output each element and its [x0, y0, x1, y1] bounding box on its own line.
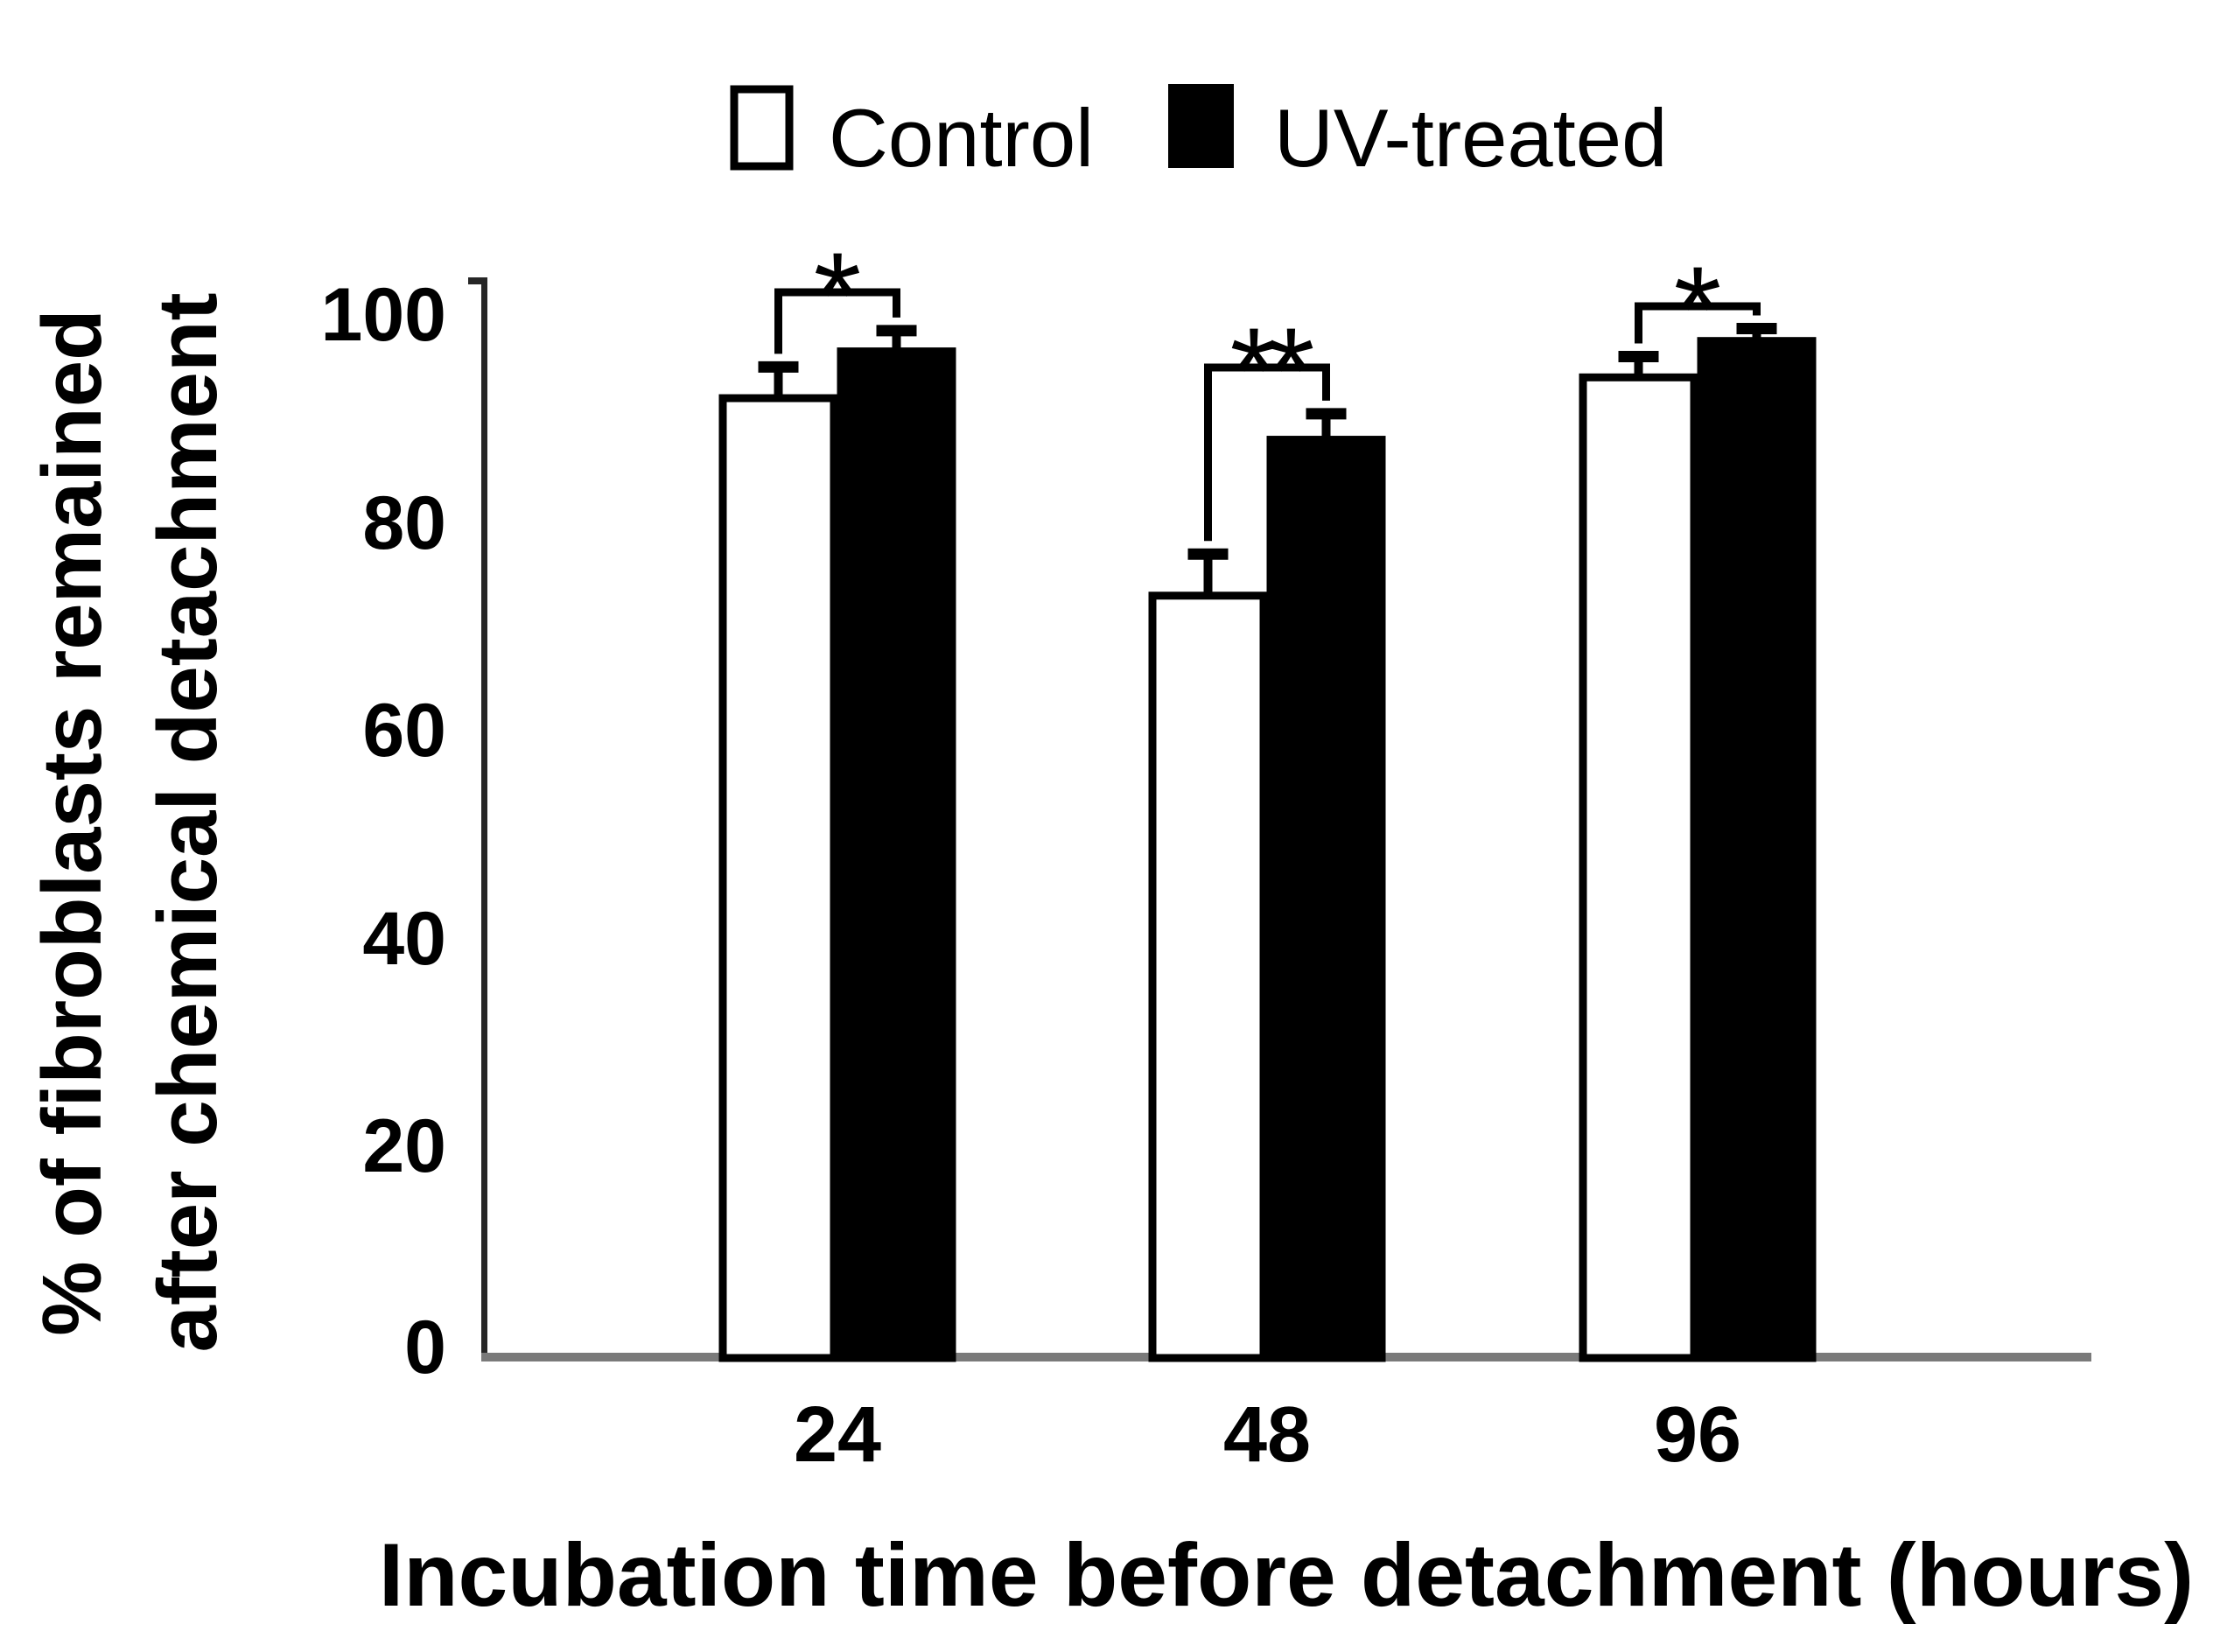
significance-bracket-96 — [1635, 302, 1761, 344]
x-tick-96: 96 — [1654, 1391, 1741, 1479]
bar-control-24 — [718, 394, 838, 1362]
x-axis-tick-labels: 24 48 96 — [794, 1391, 1741, 1479]
y-axis-title-line1: % of fibroblasts remained — [25, 309, 119, 1336]
x-tick-48: 48 — [1223, 1391, 1311, 1479]
legend-label-control: Control — [829, 92, 1094, 184]
x-axis-title: Incubation time before detachment (hours… — [379, 1525, 2194, 1625]
y-tick-40: 40 — [362, 897, 446, 981]
bar-uv-treated-96 — [1697, 337, 1817, 1362]
bar-uv-treated-24 — [837, 347, 956, 1362]
bar-uv-treated-48 — [1266, 436, 1386, 1362]
legend-swatch-uv-treated — [1168, 84, 1234, 168]
significance-label-48: ** — [1230, 302, 1313, 439]
x-tick-24: 24 — [794, 1391, 881, 1479]
bar-control-48 — [1148, 592, 1268, 1362]
bars-layer: *** * — [718, 227, 1817, 1362]
y-tick-60: 60 — [362, 689, 446, 773]
significance-label-24: * — [814, 227, 861, 364]
y-tick-80: 80 — [362, 481, 446, 565]
y-axis-title: % of fibroblasts remained after chemical… — [25, 292, 235, 1352]
y-tick-0: 0 — [404, 1306, 446, 1390]
y-axis-title-line2: after chemical detachment — [141, 292, 235, 1352]
legend: Control UV-treated — [730, 84, 1667, 184]
y-axis-tick-labels: 100 80 60 40 20 0 — [321, 273, 447, 1390]
y-tick-100: 100 — [321, 273, 447, 357]
bar-control-96 — [1579, 373, 1698, 1362]
significance-bracket-24 — [774, 288, 900, 354]
y-axis-line — [481, 277, 487, 1362]
significance-label-96: * — [1674, 241, 1721, 378]
legend-label-uv-treated: UV-treated — [1274, 92, 1667, 184]
legend-swatch-control — [730, 85, 794, 171]
significance-bracket-48 — [1204, 363, 1330, 542]
y-tick-20: 20 — [362, 1104, 446, 1188]
y-axis-top-tick — [468, 277, 487, 284]
